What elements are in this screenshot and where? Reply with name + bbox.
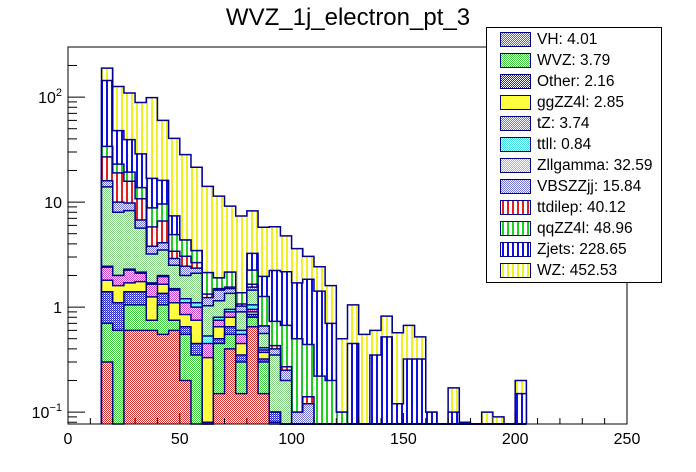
bar-vbszzjj-bin-18 (302, 403, 314, 424)
bar-vh-bin-2 (123, 330, 136, 424)
legend-label: WZ: 452.53 (537, 261, 618, 279)
bar-zjets-bin-37 (515, 393, 527, 424)
legend-label: Other: 2.16 (537, 72, 615, 90)
bar-wvz-bin-8 (190, 354, 203, 424)
bar-zllgamma-bin-15 (269, 354, 281, 424)
bar-wz-bin-21 (336, 338, 348, 424)
bar-vh-bin-10 (213, 393, 225, 424)
legend-label: Zjets: 228.65 (537, 240, 627, 258)
legend-entry-vh: VH: 4.01 (487, 29, 597, 50)
bar-qqzz4l-bin-20 (325, 380, 337, 424)
legend-entry-ttll: ttll: 0.84 (487, 134, 591, 155)
legend-label: qqZZ4l: 48.96 (537, 219, 633, 237)
bars-group (100, 67, 528, 425)
legend-entry-wz: WZ: 452.53 (487, 260, 617, 281)
legend-label: tZ: 3.74 (537, 114, 590, 132)
bar-vh-bin-7 (179, 380, 191, 424)
bar-zjets-bin-27 (403, 359, 415, 424)
legend-swatch (500, 221, 531, 236)
bar-qqzz4l-bin-19 (313, 376, 326, 424)
bar-wz-bin-35 (492, 416, 505, 424)
bar-wz-bin-32 (459, 422, 471, 424)
legend-entry-vbszzjj: VBSZZjj: 15.84 (487, 176, 641, 197)
bar-wz-bin-34 (481, 412, 493, 424)
bar-wvz-bin-7 (179, 334, 191, 424)
legend-swatch (500, 53, 531, 68)
y-tick-label: 102 (38, 87, 62, 107)
legend-swatch (500, 137, 531, 152)
legend-entry-qqzz4l: qqZZ4l: 48.96 (487, 218, 633, 239)
y-tick-label: 10−1 (32, 402, 62, 422)
legend-label: ggZZ4l: 2.85 (537, 93, 625, 111)
bar-vh-bin-12 (235, 393, 247, 424)
x-tick-label: 50 (171, 431, 189, 448)
x-tick-label: 0 (64, 431, 73, 448)
bar-vh-bin-4 (146, 330, 158, 424)
bar-other-bin-9 (202, 422, 214, 424)
bar-vh-bin-13 (246, 326, 259, 424)
chart-title: WVZ_1j_electron_pt_3 (225, 4, 471, 31)
bar-qqzz4l-bin-18 (302, 344, 314, 424)
bar-zjets-bin-26 (392, 403, 404, 424)
bar-other-bin-15 (269, 412, 281, 424)
legend-swatch (500, 74, 531, 89)
x-tick-label: 100 (278, 431, 305, 448)
legend-label: VH: 4.01 (537, 30, 598, 48)
legend-entry-other: Other: 2.16 (487, 71, 615, 92)
y-tick-label: 1 (53, 300, 62, 317)
bar-zllgamma-bin-16 (280, 380, 292, 424)
legend-label: ttll: 0.84 (537, 135, 592, 153)
x-tick-label: 250 (614, 431, 641, 448)
legend-label: VBSZZjj: 15.84 (537, 177, 642, 195)
legend-swatch (500, 32, 531, 47)
bar-vh-bin-5 (157, 334, 169, 424)
bar-wvz-bin-10 (213, 343, 225, 424)
bar-vh-bin-6 (168, 330, 180, 424)
legend-swatch (500, 95, 531, 110)
y-tick-label: 10 (44, 195, 62, 212)
bar-vh-bin-3 (135, 330, 147, 424)
bar-wz-bin-31 (448, 387, 460, 424)
legend-entry-zllgamma: Zllgamma: 32.59 (487, 155, 652, 176)
legend-swatch (500, 179, 531, 194)
legend-entry-zjets: Zjets: 228.65 (487, 239, 627, 260)
bar-wz-bin-23 (358, 334, 370, 424)
legend-entry-wvz: WVZ: 3.79 (487, 50, 610, 71)
bar-zjets-bin-25 (381, 336, 393, 424)
legend-swatch (500, 158, 531, 173)
bar-vbszzjj-bin-17 (291, 412, 303, 424)
legend-label: ttdilep: 40.12 (537, 198, 626, 216)
bar-wvz-bin-15 (269, 422, 281, 424)
bar-ggzz4l-bin-9 (202, 357, 214, 424)
bar-zjets-bin-29 (425, 412, 437, 424)
legend-swatch (500, 242, 531, 257)
bar-vh-bin-0 (101, 361, 113, 424)
bar-vh-bin-14 (258, 393, 270, 424)
bar-zjets-bin-19 (313, 291, 326, 424)
bar-vh-bin-11 (224, 348, 236, 424)
bar-qqzz4l-bin-21 (336, 412, 348, 424)
legend-entry-ttdilep: ttdilep: 40.12 (487, 197, 626, 218)
axes-group: 0 50 100 150 200 250 10−1 1 10 102 (32, 46, 641, 448)
legend-label: Zllgamma: 32.59 (537, 156, 653, 174)
bar-zjets-bin-22 (347, 343, 359, 424)
bar-zjets-bin-28 (414, 359, 426, 424)
legend-swatch (500, 116, 531, 131)
x-tick-label: 150 (390, 431, 417, 448)
legend-entry-ggzz4l: ggZZ4l: 2.85 (487, 92, 624, 113)
bar-zjets-bin-24 (369, 354, 382, 424)
legend-entry-tz: tZ: 3.74 (487, 113, 590, 134)
x-tick-label: 200 (502, 431, 529, 448)
legend: VH: 4.01 WVZ: 3.79 Other: 2.16 ggZZ4l: 2.85… (486, 27, 662, 283)
bar-qqzz4l-bin-17 (291, 338, 303, 424)
bar-wvz-bin-1 (112, 330, 124, 424)
bar-zjets-bin-20 (325, 323, 337, 424)
bar-wz-bin-26 (392, 332, 404, 424)
legend-label: WVZ: 3.79 (537, 51, 611, 69)
legend-swatch (500, 263, 531, 278)
outline-wz (100, 67, 528, 425)
legend-swatch (500, 200, 531, 215)
bar-zjets-bin-31 (448, 412, 460, 424)
